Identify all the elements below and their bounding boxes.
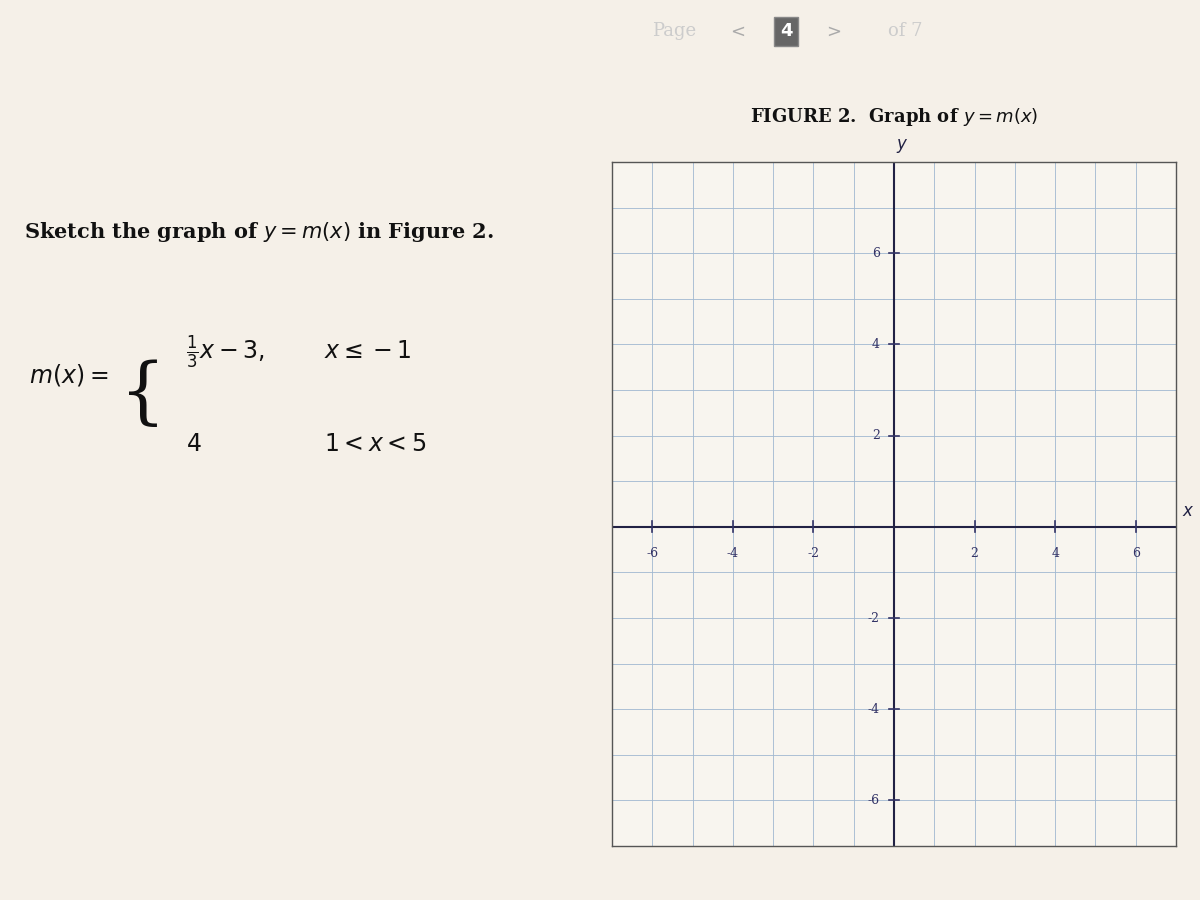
Text: $\frac{1}{3}x - 3,$: $\frac{1}{3}x - 3,$	[186, 333, 265, 371]
Text: -2: -2	[868, 611, 880, 625]
Text: 4: 4	[872, 338, 880, 351]
Text: $4$: $4$	[186, 433, 202, 456]
Text: 6: 6	[872, 247, 880, 260]
Text: -2: -2	[808, 547, 820, 561]
Text: of 7: of 7	[888, 22, 923, 40]
Text: 4: 4	[1051, 547, 1060, 561]
Text: 4: 4	[780, 22, 792, 40]
Text: $1 < x < 5$: $1 < x < 5$	[324, 433, 426, 456]
Text: >: >	[827, 22, 841, 40]
Text: {: {	[120, 359, 166, 429]
Text: $x$: $x$	[1182, 503, 1194, 520]
Text: -4: -4	[727, 547, 739, 561]
Text: FIGURE 2.  Graph of $y = m(x)$: FIGURE 2. Graph of $y = m(x)$	[750, 106, 1038, 128]
Text: -4: -4	[868, 703, 880, 716]
Text: $m(x) = $: $m(x) = $	[29, 362, 108, 388]
Text: Sketch the graph of $y = m(x)$ in Figure 2.: Sketch the graph of $y = m(x)$ in Figure…	[24, 220, 494, 244]
Text: $x \leq -1$: $x \leq -1$	[324, 340, 412, 364]
Text: -6: -6	[647, 547, 659, 561]
Text: -6: -6	[868, 794, 880, 807]
Text: Page: Page	[652, 22, 696, 40]
Text: 2: 2	[971, 547, 978, 561]
Text: 6: 6	[1132, 547, 1140, 561]
Text: $y$: $y$	[896, 137, 908, 155]
Text: 2: 2	[872, 429, 880, 442]
Text: <: <	[731, 22, 745, 40]
